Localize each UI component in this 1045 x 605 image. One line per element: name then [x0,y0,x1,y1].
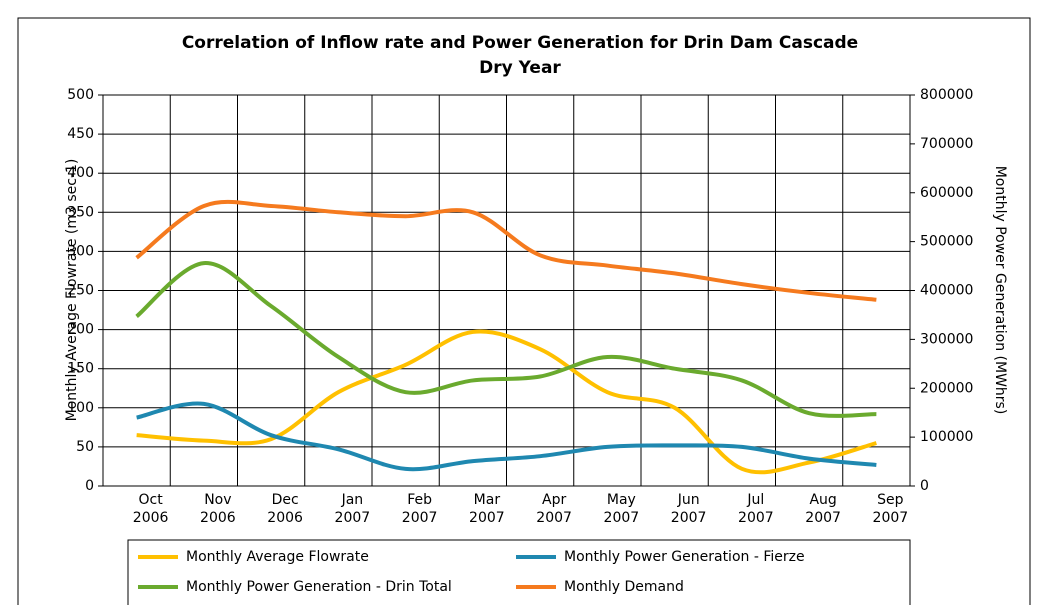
x-tick-label: Nov 2006 [200,492,236,526]
x-tick-label: Feb 2007 [402,492,438,526]
x-tick-label: Mar 2007 [469,492,505,526]
y2-tick-label: 200000 [920,380,973,396]
y2-axis-label: Monthly Power Generation (MWhrs) [992,166,1008,415]
y-tick-label: 0 [85,478,94,494]
series-line [136,401,877,472]
legend-label: Monthly Average Flowrate [186,549,369,565]
x-tick-label: May 2007 [604,492,640,526]
legend-label: Monthly Power Generation - Fierze [564,549,805,565]
plot-frame [102,94,911,487]
y2-tick-label: 300000 [920,331,973,347]
x-tick-label: Aug 2007 [805,492,841,526]
series-line [135,261,877,418]
y-tick-label: 450 [67,126,94,142]
y-tick-label: 350 [67,204,94,220]
series-line [136,329,877,475]
x-tick-label: Sep 2007 [873,492,909,526]
series-line [135,199,877,302]
y-axis-label: Monthly Average Flowrate (m3 sec-1) [64,159,80,422]
y-tick-label: 50 [76,439,94,455]
y2-tick-label: 800000 [920,87,973,103]
y2-tick-label: 0 [920,478,929,494]
y2-tick-label: 400000 [920,283,973,299]
y-tick-label: 150 [67,361,94,377]
y-tick-label: 100 [67,400,94,416]
y-tick-label: 400 [67,165,94,181]
chart-title: Correlation of Inflow rate and Power Gen… [182,33,858,53]
x-tick-label: Jan 2007 [335,492,371,526]
chart-border [17,17,1031,605]
y2-tick-label: 500000 [920,234,973,250]
y2-tick-label: 700000 [920,136,973,152]
y-tick-label: 300 [67,243,94,259]
y-tick-label: 200 [67,322,94,338]
x-tick-label: Apr 2007 [536,492,572,526]
y-tick-label: 500 [67,87,94,103]
legend-box [127,539,911,605]
legend-label: Monthly Power Generation - Drin Total [186,579,452,595]
chart-subtitle: Dry Year [479,58,561,78]
x-tick-label: Oct 2006 [133,492,169,526]
x-tick-label: Jul 2007 [738,492,774,526]
x-tick-label: Jun 2007 [671,492,707,526]
y-tick-label: 250 [67,283,94,299]
x-tick-label: Dec 2006 [267,492,303,526]
legend-label: Monthly Demand [564,579,684,595]
y2-tick-label: 100000 [920,429,973,445]
y2-tick-label: 600000 [920,185,973,201]
